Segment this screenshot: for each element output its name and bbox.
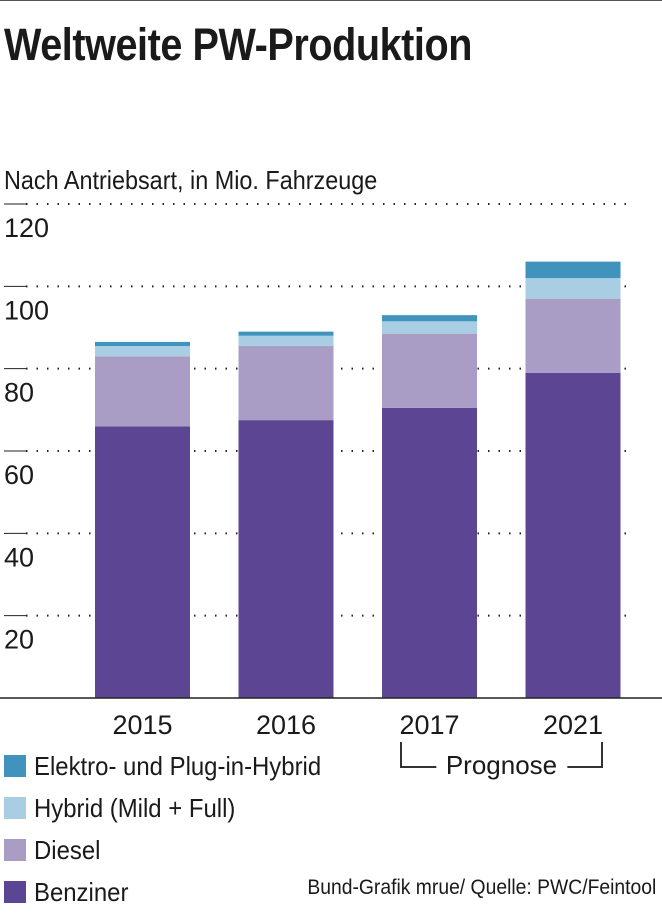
x-tick-label: 2021 bbox=[543, 710, 603, 740]
y-tick-label: 120 bbox=[4, 213, 49, 243]
chart-area: 20 40 60 80 100 120 2015 2016 2017 2021 bbox=[0, 203, 662, 740]
x-tick-label: 2017 bbox=[399, 710, 459, 740]
legend-item-hybrid: Hybrid (Mild + Full) bbox=[4, 787, 346, 829]
legend-swatch-benziner bbox=[4, 881, 26, 903]
top-rule bbox=[0, 0, 662, 1]
y-tick-label: 20 bbox=[4, 625, 34, 655]
legend-swatch-diesel bbox=[4, 839, 26, 861]
bar-benziner-2015 bbox=[95, 426, 190, 698]
x-tick-label: 2015 bbox=[112, 710, 172, 740]
legend-item-diesel: Diesel bbox=[4, 829, 346, 871]
legend-label-elektro: Elektro- und Plug-in-Hybrid bbox=[34, 750, 322, 781]
legend-item-benziner: Benziner bbox=[4, 871, 346, 913]
bar-benziner-2021 bbox=[525, 372, 621, 698]
bar-hybrid-mild-full-2015 bbox=[95, 346, 190, 357]
bar-elektro-und-plug-in-hybrid-2017 bbox=[382, 315, 477, 322]
bar-benziner-2016 bbox=[238, 420, 334, 698]
legend-label-diesel: Diesel bbox=[34, 834, 101, 865]
chart-title: Weltweite PW-Produktion bbox=[4, 19, 472, 70]
bar-benziner-2017 bbox=[382, 407, 477, 698]
legend: Elektro- und Plug-in-Hybrid Hybrid (Mild… bbox=[4, 745, 346, 913]
x-tick-label: 2016 bbox=[256, 710, 316, 740]
y-tick-label: 100 bbox=[4, 295, 49, 325]
bar-diesel-2016 bbox=[238, 346, 334, 421]
prognose-label: Prognose bbox=[435, 750, 568, 781]
bar-hybrid-mild-full-2021 bbox=[525, 278, 621, 299]
legend-swatch-hybrid bbox=[4, 797, 26, 819]
axes: 20 40 60 80 100 120 2015 2016 2017 2021 bbox=[0, 213, 662, 740]
bar-hybrid-mild-full-2017 bbox=[382, 321, 477, 334]
bar-diesel-2015 bbox=[95, 356, 190, 427]
y-tick-label: 40 bbox=[4, 542, 34, 572]
bar-group bbox=[95, 261, 621, 698]
bar-diesel-2021 bbox=[525, 298, 621, 373]
legend-item-elektro: Elektro- und Plug-in-Hybrid bbox=[4, 745, 346, 787]
bar-elektro-und-plug-in-hybrid-2016 bbox=[238, 331, 334, 336]
bar-elektro-und-plug-in-hybrid-2015 bbox=[95, 341, 190, 347]
y-tick-label: 60 bbox=[4, 460, 34, 490]
bar-elektro-und-plug-in-hybrid-2021 bbox=[525, 261, 621, 279]
bar-hybrid-mild-full-2016 bbox=[238, 335, 334, 347]
chart-subtitle: Nach Antriebsart, in Mio. Fahrzeuge bbox=[4, 165, 378, 195]
y-tick-label: 80 bbox=[4, 378, 34, 408]
legend-swatch-elektro bbox=[4, 755, 26, 777]
source-credit: Bund-Grafik mrue/ Quelle: PWC/Feintool bbox=[307, 876, 656, 899]
bar-diesel-2017 bbox=[382, 333, 477, 408]
prognose-bracket: Prognose bbox=[400, 742, 603, 781]
legend-label-hybrid: Hybrid (Mild + Full) bbox=[34, 792, 236, 823]
legend-label-benziner: Benziner bbox=[34, 876, 129, 907]
